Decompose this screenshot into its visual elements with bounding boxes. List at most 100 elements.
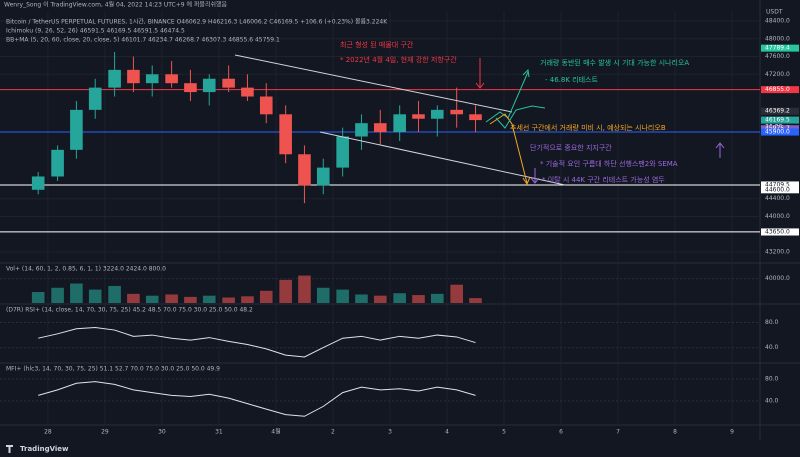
volume-bar <box>165 294 178 303</box>
volume-bar <box>336 289 349 303</box>
annotation: 단기적으로 중요한 지지구간 <box>530 143 612 152</box>
price-label: 46169.5 <box>765 117 790 124</box>
symbol-legend: Bitcoin / TetherUS PERPETUAL FUTURES, 1시… <box>6 18 388 26</box>
price-label: 43650.0 <box>765 229 790 236</box>
candle-body <box>127 69 140 84</box>
volume-bar <box>127 293 140 303</box>
x-tick-label: 8 <box>673 429 677 436</box>
x-tick-label: 28 <box>44 429 52 436</box>
candle-body <box>202 78 216 93</box>
volume-bar <box>70 283 83 303</box>
candle-body <box>316 167 330 186</box>
candle-body <box>355 123 368 137</box>
volume-bar <box>279 279 292 303</box>
y-tick-label: 80.0 <box>765 375 779 382</box>
arrow <box>715 142 725 158</box>
candle-body <box>259 96 273 115</box>
price-label-box <box>761 128 799 136</box>
price-label-box <box>761 86 799 94</box>
x-tick-label: 2 <box>331 429 335 436</box>
annotation: 추세선 구간에서 거래량 미비 시, 예상되는 시나리오B <box>510 123 666 132</box>
annotation: 최근 형성 된 매물대 구간 <box>340 40 414 49</box>
trend-line <box>234 54 513 113</box>
y-tick-label: 40000.0 <box>765 275 790 282</box>
price-label-box <box>761 228 799 236</box>
pane-title: Vol+ (14, 60, 1, 2, 0.85, 6, 1, 1) 3224.… <box>6 266 166 273</box>
price-label: 46855.0 <box>765 86 790 93</box>
x-tick-label: 6 <box>559 429 563 436</box>
annotation: 거래량 동반된 매수 발생 시 기대 가능한 시나리오A <box>540 58 689 67</box>
volume-bar <box>259 290 273 303</box>
x-tick-label: 4월 <box>271 428 280 436</box>
volume-bar <box>298 275 311 303</box>
candle-body <box>412 114 425 119</box>
volume-bar <box>51 287 64 303</box>
candle-body <box>184 83 197 93</box>
candle-body <box>430 109 444 119</box>
volume-bar <box>393 293 406 303</box>
candle-body <box>393 114 406 133</box>
annotation: * 2022년 4월 4일, 현재 강한 저항구간 <box>340 55 457 64</box>
annotation: - 46.8K 리테스트 <box>545 75 598 84</box>
y-tick-label: 48400.0 <box>765 17 790 24</box>
x-tick-label: 9 <box>730 429 734 436</box>
candle-body <box>108 69 121 88</box>
volume-bar <box>430 293 444 303</box>
price-label: 46369.2 <box>765 108 790 115</box>
y-tick-label: 44400.0 <box>765 195 790 202</box>
price-label: 45900.0 <box>765 129 790 136</box>
candle-body <box>450 109 463 115</box>
y-tick-label: 43200.0 <box>765 249 790 256</box>
price-label-box <box>761 107 799 115</box>
ichimoku-legend: Ichimoku (9, 26, 52, 26) 46591.5 46169.5… <box>6 28 185 35</box>
x-tick-label: 3 <box>388 429 392 436</box>
candle-body <box>298 154 311 186</box>
volume-bar <box>145 295 159 303</box>
price-label-box <box>761 44 799 52</box>
pane-title: MFI+ (hlc3, 14, 70, 30, 75, 25) 51.1 52.… <box>6 366 220 373</box>
drawings <box>234 54 725 186</box>
price-label-box <box>761 181 799 189</box>
volume-bar <box>222 297 235 303</box>
y-tick-label: 44000.0 <box>765 213 790 220</box>
candle-body <box>336 136 349 168</box>
price-label: 44600.0 <box>765 186 790 193</box>
footer-logo: TradingView <box>20 445 69 453</box>
candle-body <box>241 87 254 97</box>
x-tick-label: 7 <box>616 429 620 436</box>
y-tick-label: 48000.0 <box>765 35 790 42</box>
indicator-line <box>38 381 476 417</box>
y-tick-label: 80.0 <box>765 319 779 326</box>
volume-bar <box>412 295 425 303</box>
pane-separators <box>0 0 800 440</box>
arrow <box>475 58 485 89</box>
volume-bar <box>184 296 197 303</box>
indicator-line <box>38 327 476 358</box>
volume-bar <box>241 296 254 303</box>
published-note: Wenry_Song 이 TradingView.com, 4월 04, 202… <box>4 1 227 9</box>
annotation: * 기술적 요인 구름대 하단 선행스팬2와 SEMA <box>540 159 678 168</box>
volume-bar <box>88 289 102 303</box>
price-label-box <box>761 186 799 194</box>
x-tick-label: 30 <box>158 429 166 436</box>
candle-body <box>31 176 45 190</box>
x-tick-label: 5 <box>502 429 506 436</box>
volume-bar <box>450 284 463 303</box>
price-label: 44709.5 <box>765 181 790 188</box>
bbma-legend: BB+MA (5, 20, 60, close, 20, close, 5) 4… <box>6 37 280 44</box>
annotation: * 이탈 시 44K 구간 리테스트 가능성 염두 <box>542 175 665 184</box>
candle-body <box>279 114 292 155</box>
candle-body <box>88 87 102 110</box>
x-tick-label: 29 <box>101 429 109 436</box>
x-tick-label: 31 <box>215 429 223 436</box>
projection <box>495 105 546 129</box>
price-label: 47789.4 <box>765 45 790 52</box>
volume-bar <box>316 287 330 303</box>
x-tick-label: 4 <box>445 429 449 436</box>
y-tick-label: 47200.0 <box>765 71 790 78</box>
candle-body <box>70 109 83 150</box>
candle-body <box>469 114 482 121</box>
candle-body <box>51 149 64 177</box>
volume-bar <box>108 285 121 303</box>
